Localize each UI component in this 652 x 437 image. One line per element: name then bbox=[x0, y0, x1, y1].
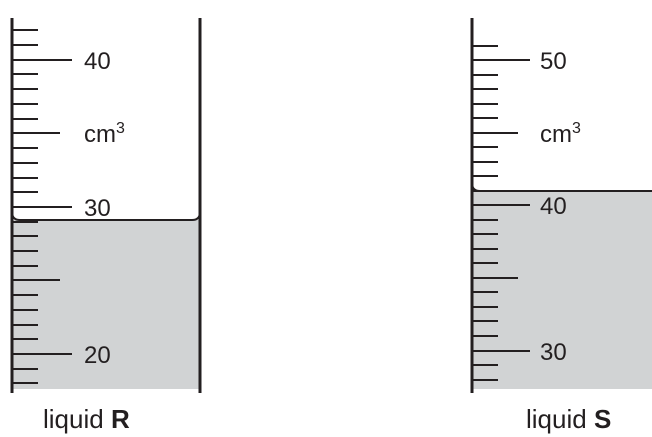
caption-liquid-s: liquid S bbox=[526, 404, 611, 434]
cylinder-r-unit: cm3 bbox=[84, 120, 125, 148]
liquid-r-fill bbox=[12, 220, 200, 389]
cylinder-s-label-50: 50 bbox=[540, 48, 567, 75]
cylinder-r-label-30: 30 bbox=[84, 195, 111, 222]
cylinder-s: 50 40 30 cm3 bbox=[470, 18, 652, 393]
cylinder-r-scale-ticks bbox=[12, 29, 72, 384]
cylinder-s-unit: cm3 bbox=[540, 120, 581, 148]
liquid-s-surface bbox=[471, 182, 652, 192]
cylinder-s-label-30: 30 bbox=[540, 339, 567, 366]
cylinder-s-scale-ticks bbox=[472, 45, 530, 381]
cylinder-s-label-40: 40 bbox=[540, 193, 567, 220]
liquid-s-fill bbox=[472, 191, 652, 389]
cylinder-r: 40 30 20 cm3 bbox=[10, 18, 202, 393]
cylinder-r-label-20: 20 bbox=[84, 342, 111, 369]
cylinder-r-label-40: 40 bbox=[84, 48, 111, 75]
caption-liquid-r: liquid R bbox=[43, 404, 130, 434]
